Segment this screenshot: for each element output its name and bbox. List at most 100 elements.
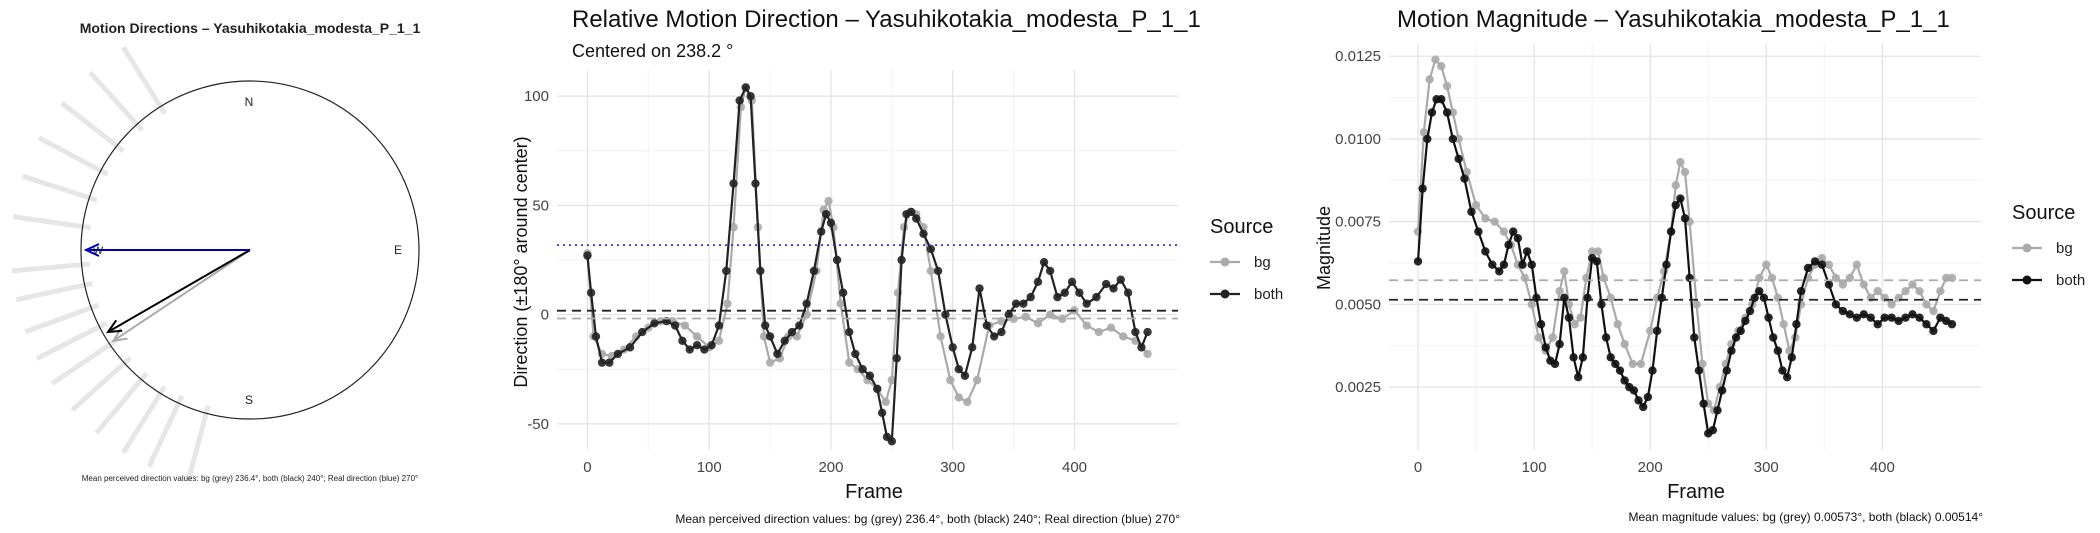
magnitude-point-both: [1741, 316, 1750, 326]
magnitude-point-both: [1560, 293, 1569, 302]
direction-point-both: [802, 299, 811, 308]
direction-point-both: [826, 218, 836, 228]
magnitude-point-both: [1787, 353, 1796, 362]
direction-point-both: [583, 251, 592, 260]
magnitude-point-both: [1474, 227, 1483, 236]
magnitude-point-both: [1866, 313, 1875, 322]
magnitude-point-both: [1592, 257, 1601, 266]
magnitude-point-both: [1513, 234, 1523, 243]
magnitude-y-tick-label: 0.0075: [1335, 214, 1381, 231]
magnitude-point-bg: [1817, 253, 1827, 263]
direction-point-both: [954, 364, 964, 374]
direction-point-both: [1101, 279, 1111, 289]
direction-title: Relative Motion Direction – Yasuhikotaki…: [572, 6, 1201, 33]
magnitude-point-both: [1583, 293, 1592, 302]
compass-background-ray: [146, 394, 185, 468]
magnitude-point-bg: [1866, 293, 1875, 302]
direction-y-tick-label: 100: [524, 88, 549, 105]
magnitude-point-both: [1597, 300, 1606, 309]
direction-point-both: [795, 321, 804, 330]
magnitude-point-bg: [1620, 339, 1629, 349]
magnitude-point-both: [1467, 207, 1476, 216]
magnitude-point-both: [1495, 267, 1504, 276]
magnitude-point-both: [1620, 376, 1629, 385]
magnitude-point-bg: [1831, 273, 1841, 283]
compass-arrowhead-bg: [111, 328, 128, 343]
magnitude-point-both: [1759, 293, 1769, 302]
magnitude-point-bg: [1901, 286, 1910, 296]
direction-legend-label-bg: bg: [1254, 254, 1271, 271]
direction-point-bg: [729, 223, 738, 232]
compass-arrowhead-real: [83, 243, 100, 257]
magnitude-point-both: [1574, 373, 1583, 382]
magnitude-point-bg: [1636, 359, 1646, 369]
direction-point-both: [605, 358, 614, 367]
direction-point-both: [613, 349, 623, 359]
magnitude-y-label: Magnitude: [1314, 206, 1334, 290]
direction-point-both: [873, 384, 882, 394]
direction-point-both: [933, 266, 943, 276]
compass-background-ray: [88, 70, 145, 133]
magnitude-point-both: [1699, 399, 1708, 408]
magnitude-point-bg: [1915, 286, 1924, 296]
direction-point-bg: [714, 336, 724, 346]
compass-background-ray: [121, 45, 167, 115]
direction-point-both: [700, 345, 709, 354]
direction-point-both: [858, 364, 867, 374]
compass-background-rays: [11, 45, 211, 482]
magnitude-point-both: [1615, 366, 1625, 375]
direction-x-label: Frame: [845, 481, 903, 503]
magnitude-point-bg: [1894, 293, 1903, 302]
direction-point-both: [912, 214, 921, 223]
compass-caption: Mean perceived direction values: bg (gre…: [82, 474, 418, 483]
compass-background-ray: [35, 320, 108, 361]
magnitude-point-bg: [1606, 293, 1615, 302]
magnitude-point-bg: [1448, 108, 1458, 117]
magnitude-point-both: [1509, 227, 1518, 236]
direction-legend-dot-both: [1220, 289, 1230, 299]
direction-point-both: [865, 371, 875, 380]
magnitude-point-bg: [1593, 247, 1603, 256]
magnitude-point-both: [1657, 293, 1666, 302]
magnitude-point-both: [1518, 260, 1527, 269]
magnitude-point-both: [1852, 313, 1861, 322]
magnitude-point-bg: [1576, 313, 1585, 322]
direction-x-tick-label: 300: [940, 459, 965, 476]
direction-point-bg: [824, 196, 833, 206]
magnitude-point-bg: [1887, 300, 1896, 309]
magnitude-point-both: [1606, 353, 1615, 362]
compass-background-ray: [185, 404, 211, 482]
direction-point-both: [735, 96, 744, 105]
magnitude-point-both: [1662, 260, 1671, 269]
magnitude-point-bg: [1481, 214, 1490, 223]
direction-point-bg: [1106, 323, 1116, 332]
direction-point-bg: [954, 393, 964, 402]
direction-y-tick-label: -50: [527, 416, 549, 433]
direction-point-both: [1131, 327, 1140, 337]
magnitude-point-bg: [1587, 247, 1597, 256]
magnitude-point-bg: [1490, 217, 1499, 226]
direction-point-bg: [845, 358, 854, 367]
magnitude-point-bg: [1560, 267, 1569, 276]
magnitude-point-bg: [1462, 167, 1471, 177]
direction-point-bg: [680, 321, 690, 330]
compass-background-ray: [15, 281, 94, 303]
magnitude-point-both: [1755, 286, 1764, 296]
magnitude-point-bg: [1676, 157, 1685, 167]
direction-point-both: [1026, 292, 1035, 302]
direction-point-both: [685, 345, 694, 354]
magnitude-point-both: [1671, 200, 1680, 210]
direction-point-both: [1082, 299, 1091, 308]
magnitude-point-both: [1413, 257, 1423, 266]
direction-panel: Relative Motion Direction – Yasuhikotaki…: [511, 6, 1283, 526]
magnitude-point-both: [1488, 260, 1497, 269]
compass-label-n: N: [245, 95, 254, 109]
direction-point-bg: [1082, 321, 1091, 330]
direction-point-bg: [1058, 314, 1067, 324]
direction-point-both: [692, 340, 702, 350]
magnitude-point-both: [1639, 402, 1648, 412]
direction-point-both: [1019, 299, 1028, 308]
magnitude-point-both: [1418, 184, 1427, 193]
magnitude-point-both: [1745, 306, 1755, 316]
magnitude-point-both: [1680, 214, 1690, 223]
